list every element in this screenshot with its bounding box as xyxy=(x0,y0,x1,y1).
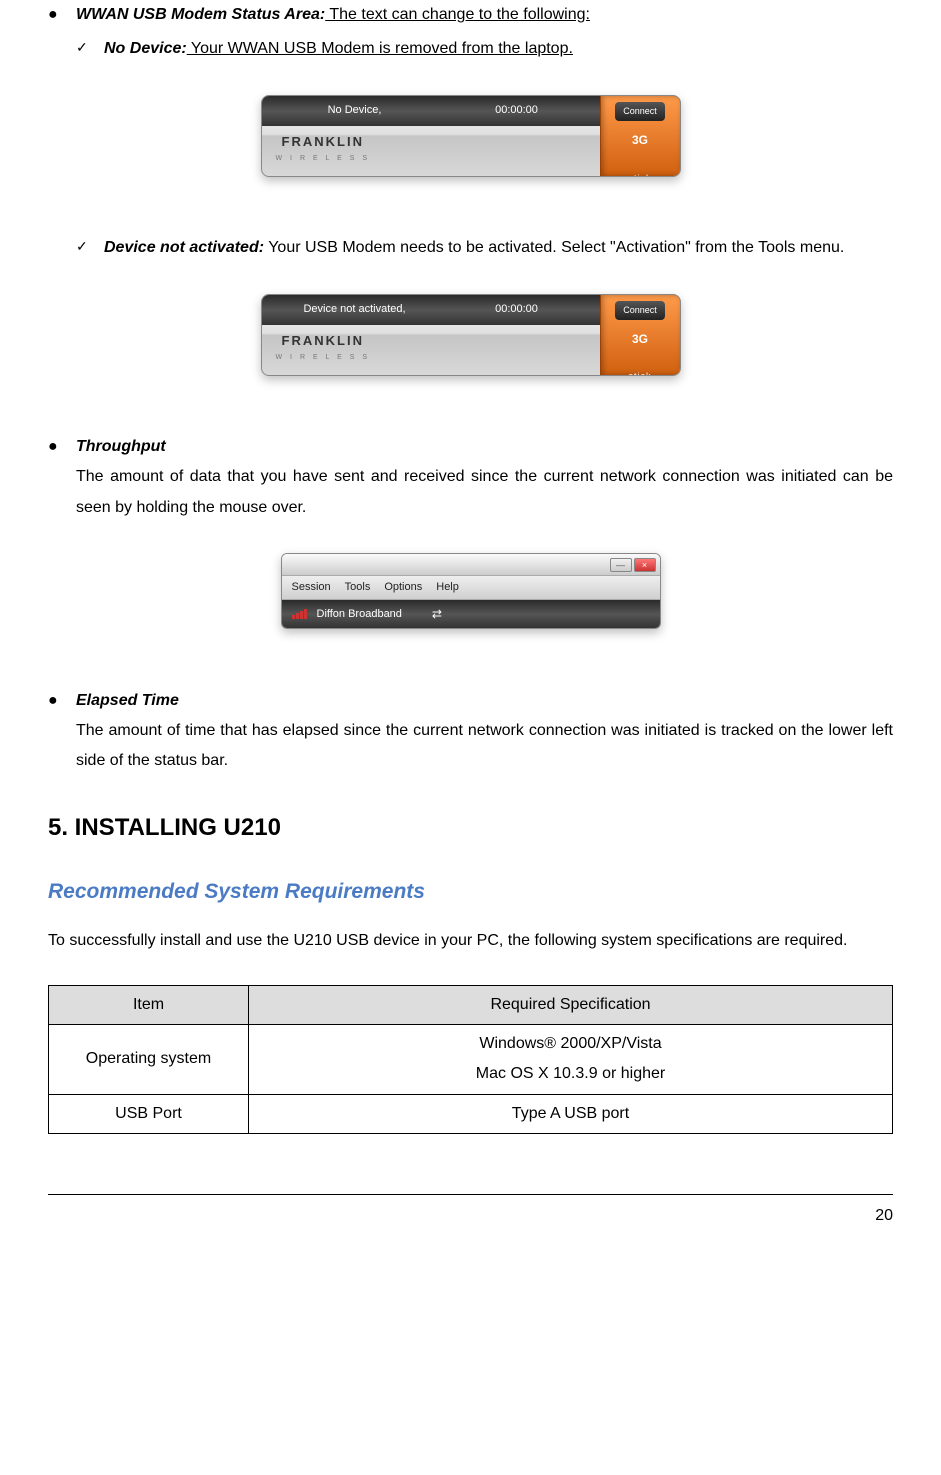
spec-table: Item Required Specification Operating sy… xyxy=(48,985,893,1135)
menu-options: Options xyxy=(384,577,422,598)
td-spec-os: Windows® 2000/XP/Vista Mac OS X 10.3.9 o… xyxy=(249,1024,893,1094)
screenshot-wrap-2: Device not activated, 00:00:00 FRANKLIN … xyxy=(48,294,893,387)
session-window: — × Session Tools Options Help Diffon Br… xyxy=(281,553,661,629)
carrier-name: Diffon Broadband xyxy=(317,604,402,625)
session-titlebar: — × xyxy=(282,554,660,576)
elapsed-text: The amount of time that has elapsed sinc… xyxy=(76,722,893,769)
brand-name-1: FRANKLIN xyxy=(282,134,364,149)
th-item: Item xyxy=(49,985,249,1024)
modem-timer-2: 00:00:00 xyxy=(436,299,598,320)
th-spec: Required Specification xyxy=(249,985,893,1024)
modem-status-1: No Device, xyxy=(274,100,436,121)
bullet-icon: ● xyxy=(48,686,76,777)
stick-label-1: stick xyxy=(629,170,652,177)
throughput-text: The amount of data that you have sent an… xyxy=(76,468,893,515)
session-status: Diffon Broadband ⇄ xyxy=(282,600,660,628)
check-icon: ✓ xyxy=(76,34,104,64)
modem-timer-1: 00:00:00 xyxy=(436,100,598,121)
modem-brand-1: FRANKLIN W I R E L E S S xyxy=(276,130,371,166)
check-item-nodevice: ✓ No Device: Your WWAN USB Modem is remo… xyxy=(76,34,893,64)
check-item-notactivated: ✓ Device not activated: Your USB Modem n… xyxy=(76,233,893,263)
section-5-title: 5. INSTALLING U210 xyxy=(48,805,893,851)
wwan-label: WWAN USB Modem Status Area: xyxy=(76,6,325,23)
screenshot-wrap-3: — × Session Tools Options Help Diffon Br… xyxy=(48,553,893,640)
page-number: 20 xyxy=(875,1207,893,1224)
wwan-content: WWAN USB Modem Status Area: The text can… xyxy=(76,0,893,30)
elapsed-label: Elapsed Time xyxy=(76,692,179,709)
screenshot-wrap-1: No Device, 00:00:00 FRANKLIN W I R E L E… xyxy=(48,95,893,188)
list-item-throughput: ● Throughput The amount of data that you… xyxy=(48,432,893,523)
throughput-content: Throughput The amount of data that you h… xyxy=(76,432,893,523)
list-item-elapsed: ● Elapsed Time The amount of time that h… xyxy=(48,686,893,777)
os-line-2: Mac OS X 10.3.9 or higher xyxy=(476,1065,665,1082)
os-line-1: Windows® 2000/XP/Vista xyxy=(479,1035,661,1052)
menu-tools: Tools xyxy=(345,577,371,598)
brand-sub-2: W I R E L E S S xyxy=(276,351,371,364)
stick-label-2: stick xyxy=(629,368,652,375)
elapsed-content: Elapsed Time The amount of time that has… xyxy=(76,686,893,777)
connect-label-2: Connect xyxy=(615,301,665,320)
signal-icon xyxy=(292,609,307,619)
throughput-label: Throughput xyxy=(76,438,166,455)
table-header-row: Item Required Specification xyxy=(49,985,893,1024)
notactivated-text: Your USB Modem needs to be activated. Se… xyxy=(264,239,844,256)
table-row: Operating system Windows® 2000/XP/Vista … xyxy=(49,1024,893,1094)
notactivated-label: Device not activated: xyxy=(104,239,264,256)
nodevice-content: No Device: Your WWAN USB Modem is remove… xyxy=(104,34,893,64)
modem-bar-2: Device not activated, 00:00:00 FRANKLIN … xyxy=(261,294,681,376)
menu-session: Session xyxy=(292,577,331,598)
check-icon: ✓ xyxy=(76,233,104,263)
brand-sub-1: W I R E L E S S xyxy=(276,152,371,165)
td-item-usb: USB Port xyxy=(49,1094,249,1133)
page-footer: 20 xyxy=(48,1194,893,1231)
nodevice-label: No Device: xyxy=(104,40,187,57)
g3-label-1: 3G xyxy=(632,129,648,152)
wwan-text: The text can change to the following: xyxy=(325,6,590,23)
g3-label-2: 3G xyxy=(632,328,648,351)
connect-label-1: Connect xyxy=(615,102,665,121)
minimize-icon: — xyxy=(610,558,632,572)
td-item-os: Operating system xyxy=(49,1024,249,1094)
modem-connect-2: Connect 3G stick xyxy=(600,295,680,375)
list-item-wwan: ● WWAN USB Modem Status Area: The text c… xyxy=(48,0,893,30)
menu-help: Help xyxy=(436,577,459,598)
modem-connect-1: Connect 3G stick xyxy=(600,96,680,176)
modem-brand-2: FRANKLIN W I R E L E S S xyxy=(276,329,371,365)
nodevice-text: Your WWAN USB Modem is removed from the … xyxy=(187,40,573,57)
modem-bar-1: No Device, 00:00:00 FRANKLIN W I R E L E… xyxy=(261,95,681,177)
sysreq-title: Recommended System Requirements xyxy=(48,872,893,912)
table-row: USB Port Type A USB port xyxy=(49,1094,893,1133)
bullet-icon: ● xyxy=(48,0,76,30)
sysreq-intro: To successfully install and use the U210… xyxy=(48,926,893,956)
bullet-icon: ● xyxy=(48,432,76,523)
brand-name-2: FRANKLIN xyxy=(282,333,364,348)
session-menu: Session Tools Options Help xyxy=(282,576,660,600)
td-spec-usb: Type A USB port xyxy=(249,1094,893,1133)
close-icon: × xyxy=(634,558,656,572)
arrows-icon: ⇄ xyxy=(432,603,442,626)
modem-status-2: Device not activated, xyxy=(274,299,436,320)
notactivated-content: Device not activated: Your USB Modem nee… xyxy=(104,233,893,263)
